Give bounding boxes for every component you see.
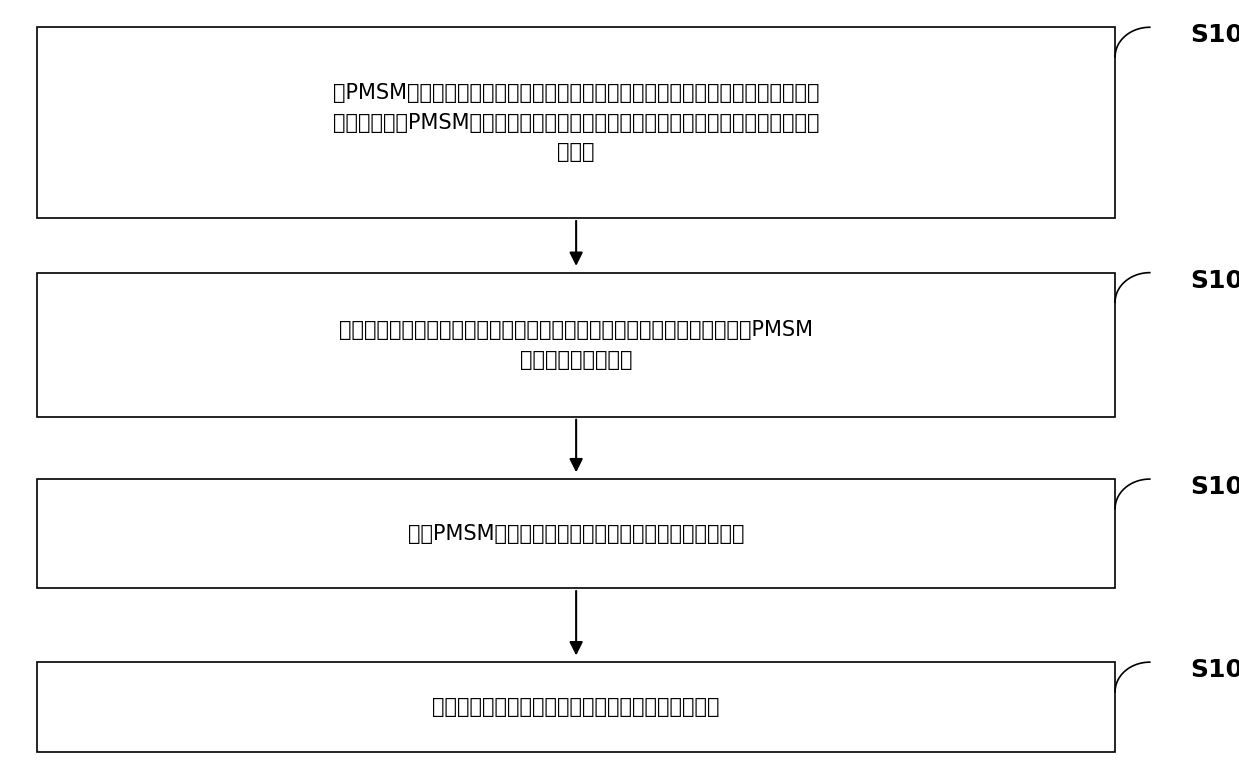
Text: 本信息: 本信息 [558,143,595,162]
Text: S101: S101 [1191,23,1239,48]
Text: 在PMSM实际运行工况环境中收集相关参数样本信息，用最小二乘辨识算法辨识电机: 在PMSM实际运行工况环境中收集相关参数样本信息，用最小二乘辨识算法辨识电机 [333,83,819,103]
Bar [37,479,1115,588]
Text: 针对PMSM电机得到传递函数，推导出于扰观测器的模型: 针对PMSM电机得到传递函数，推导出于扰观测器的模型 [408,523,745,544]
Text: 将相关参数进行整理，在适当假设条件下，根据力学原理与电路定理，建立PMSM: 将相关参数进行整理，在适当假设条件下，根据力学原理与电路定理，建立PMSM [339,320,813,340]
Bar [37,273,1115,417]
Text: 坐标系下的电机方程: 坐标系下的电机方程 [520,350,632,369]
Text: 以电机位置反馈变量作为输入变量，设计重复控制器: 以电机位置反馈变量作为输入变量，设计重复控制器 [432,697,720,717]
Bar [37,662,1115,752]
Text: S104: S104 [1191,658,1239,682]
Text: 相关参数，如PMSM定子电阻、定子电感、转动惯量以及粘滞摩擦系数等相关参数样: 相关参数，如PMSM定子电阻、定子电感、转动惯量以及粘滞摩擦系数等相关参数样 [333,113,819,132]
Text: S102: S102 [1191,269,1239,293]
Text: S103: S103 [1191,475,1239,499]
Bar [37,27,1115,218]
